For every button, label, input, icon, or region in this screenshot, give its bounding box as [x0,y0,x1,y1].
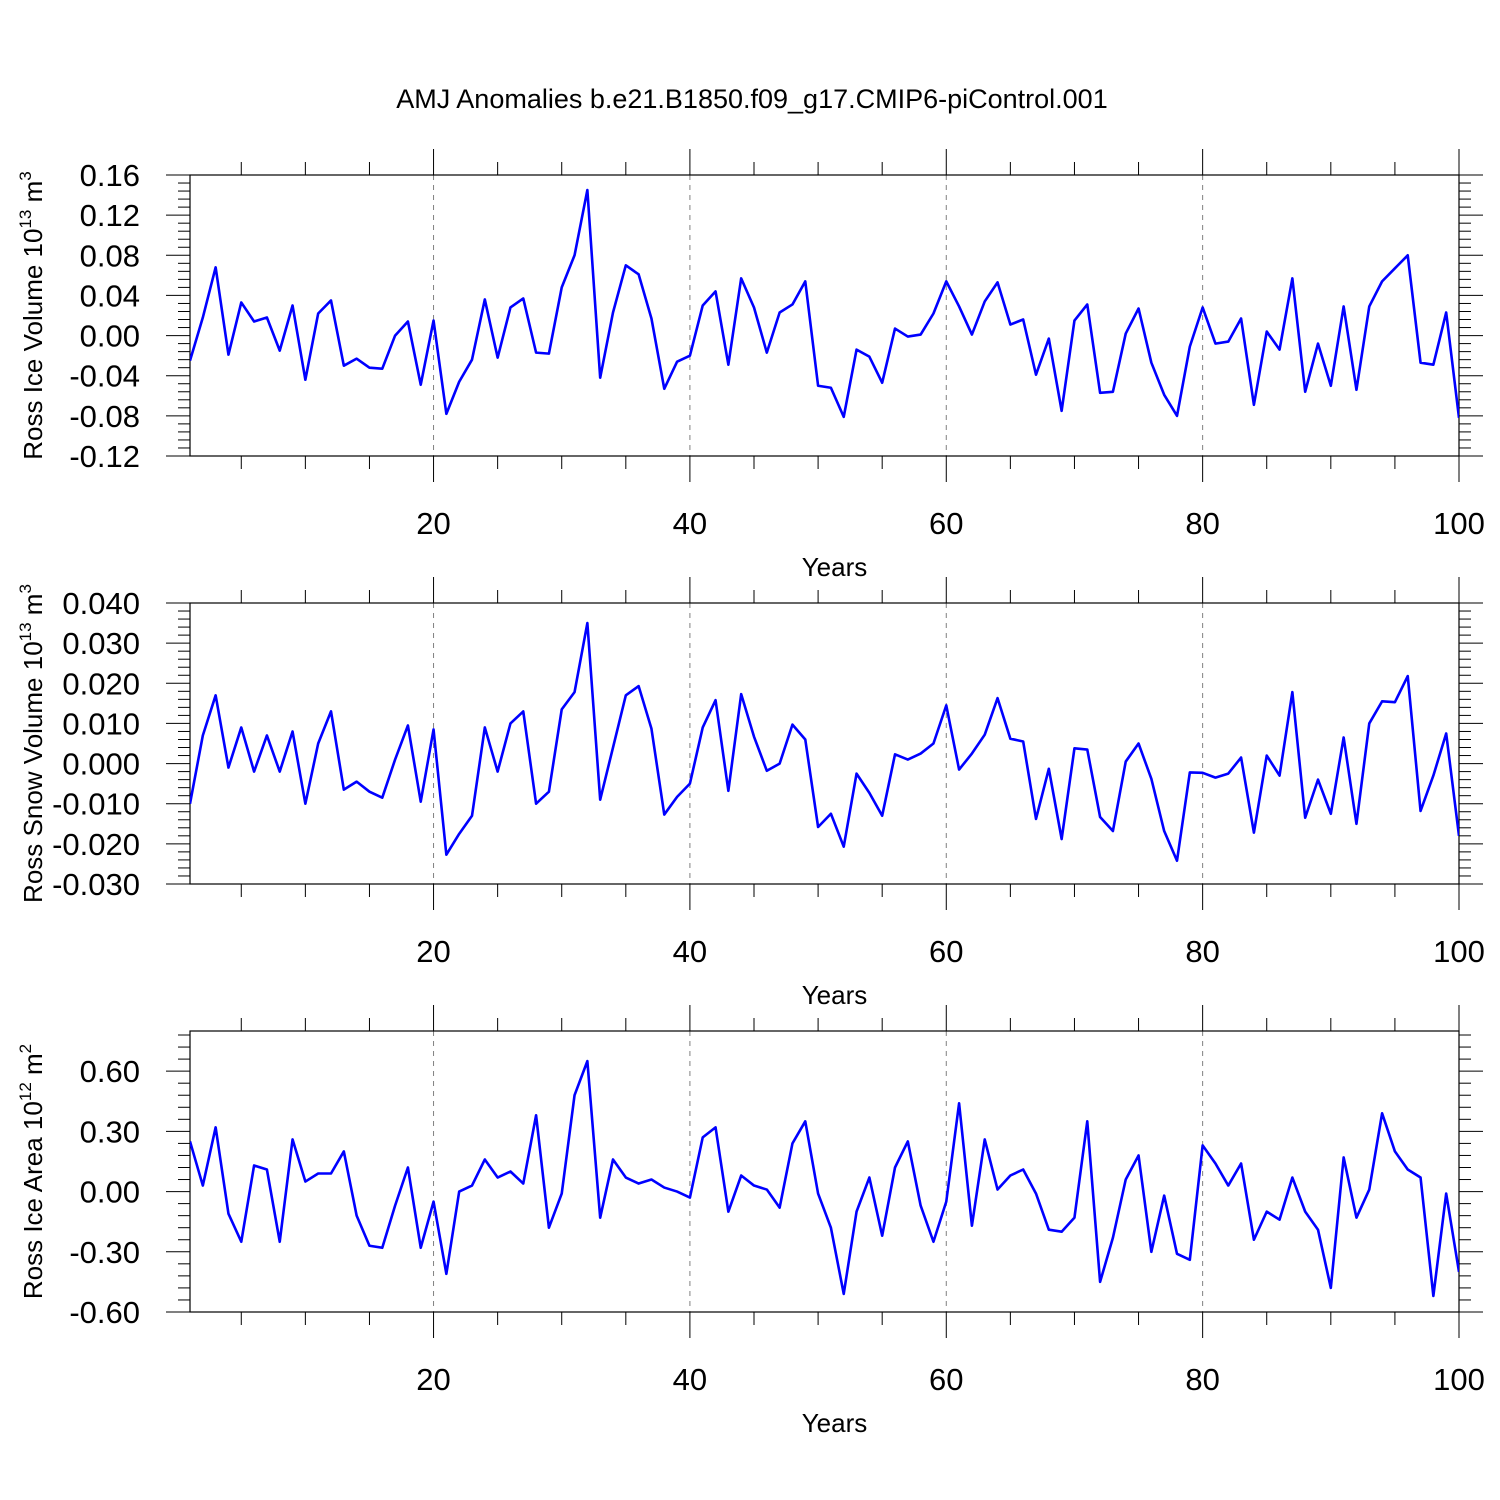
x-tick-label: 100 [1433,1362,1485,1397]
x-axis-label: Years [802,980,868,1010]
y-tick-label: 0.010 [62,706,140,741]
y-tick-label: 0.00 [80,1175,140,1210]
chart-panel-2: -0.030 -0.020 -0.010 0.000 0.010 0.020 0.030 0.… [16,577,1485,1010]
series-line-1 [190,621,1459,863]
plot-frame [189,174,1460,457]
y-tick-label: -0.020 [52,827,140,862]
x-tick-label: 60 [929,506,963,541]
y-tick-label: 0.04 [80,278,140,313]
y-tick-label: 0.000 [62,747,140,782]
x-tick-label: 60 [929,1362,963,1397]
y-tick-label: 0.60 [80,1054,140,1089]
y-tick-label: -0.030 [52,867,140,902]
x-tick-label: 20 [416,506,450,541]
y-tick-label: -0.60 [69,1295,140,1330]
y-tick-label: 0.040 [62,586,140,621]
x-axis-label: Years [802,552,868,582]
y-tick-label: -0.12 [69,439,140,474]
x-tick-label: 20 [416,934,450,969]
y-tick-label: -0.010 [52,787,140,822]
series-line-1 [190,1059,1459,1298]
y-tick-label: -0.30 [69,1235,140,1270]
x-tick-label: 80 [1185,1362,1219,1397]
chart-title: AMJ Anomalies b.e21.B1850.f09_g17.CMIP6-… [396,84,1108,114]
chart-panel-1: -0.12 -0.08 -0.04 0.00 0.04 0.08 0.12 0.16 20 40 6… [16,149,1485,582]
x-axis-label: Years [802,1408,868,1438]
x-tick-label: 100 [1433,934,1485,969]
y-axis-label: Ross Snow Volume 1013 m3 [16,584,48,903]
x-tick-label: 20 [416,1362,450,1397]
y-axis-label: Ross Ice Area 1012 m2 [16,1044,48,1299]
y-tick-label: 0.020 [62,666,140,701]
y-tick-label: 0.00 [80,319,140,354]
x-tick-label: 40 [673,506,707,541]
y-tick-label: 0.030 [62,626,140,661]
y-tick-label: 0.30 [80,1114,140,1149]
y-tick-label: -0.04 [69,359,140,394]
y-axis-label: Ross Ice Volume 1013 m3 [16,171,48,460]
x-tick-label: 80 [1185,506,1219,541]
chart-panel-3: -0.60 -0.30 0.00 0.30 0.60 20 40 60 80 100 Years Ro… [16,1005,1485,1438]
x-tick-label: 40 [673,934,707,969]
x-tick-label: 60 [929,934,963,969]
y-tick-label: 0.12 [80,198,140,233]
plot-frame [189,1030,1460,1313]
x-tick-label: 100 [1433,506,1485,541]
plot-frame [189,602,1460,885]
series-line-1 [190,188,1459,419]
x-tick-label: 40 [673,1362,707,1397]
y-tick-label: -0.08 [69,399,140,434]
y-tick-label: 0.16 [80,158,140,193]
x-tick-label: 80 [1185,934,1219,969]
y-tick-label: 0.08 [80,238,140,273]
